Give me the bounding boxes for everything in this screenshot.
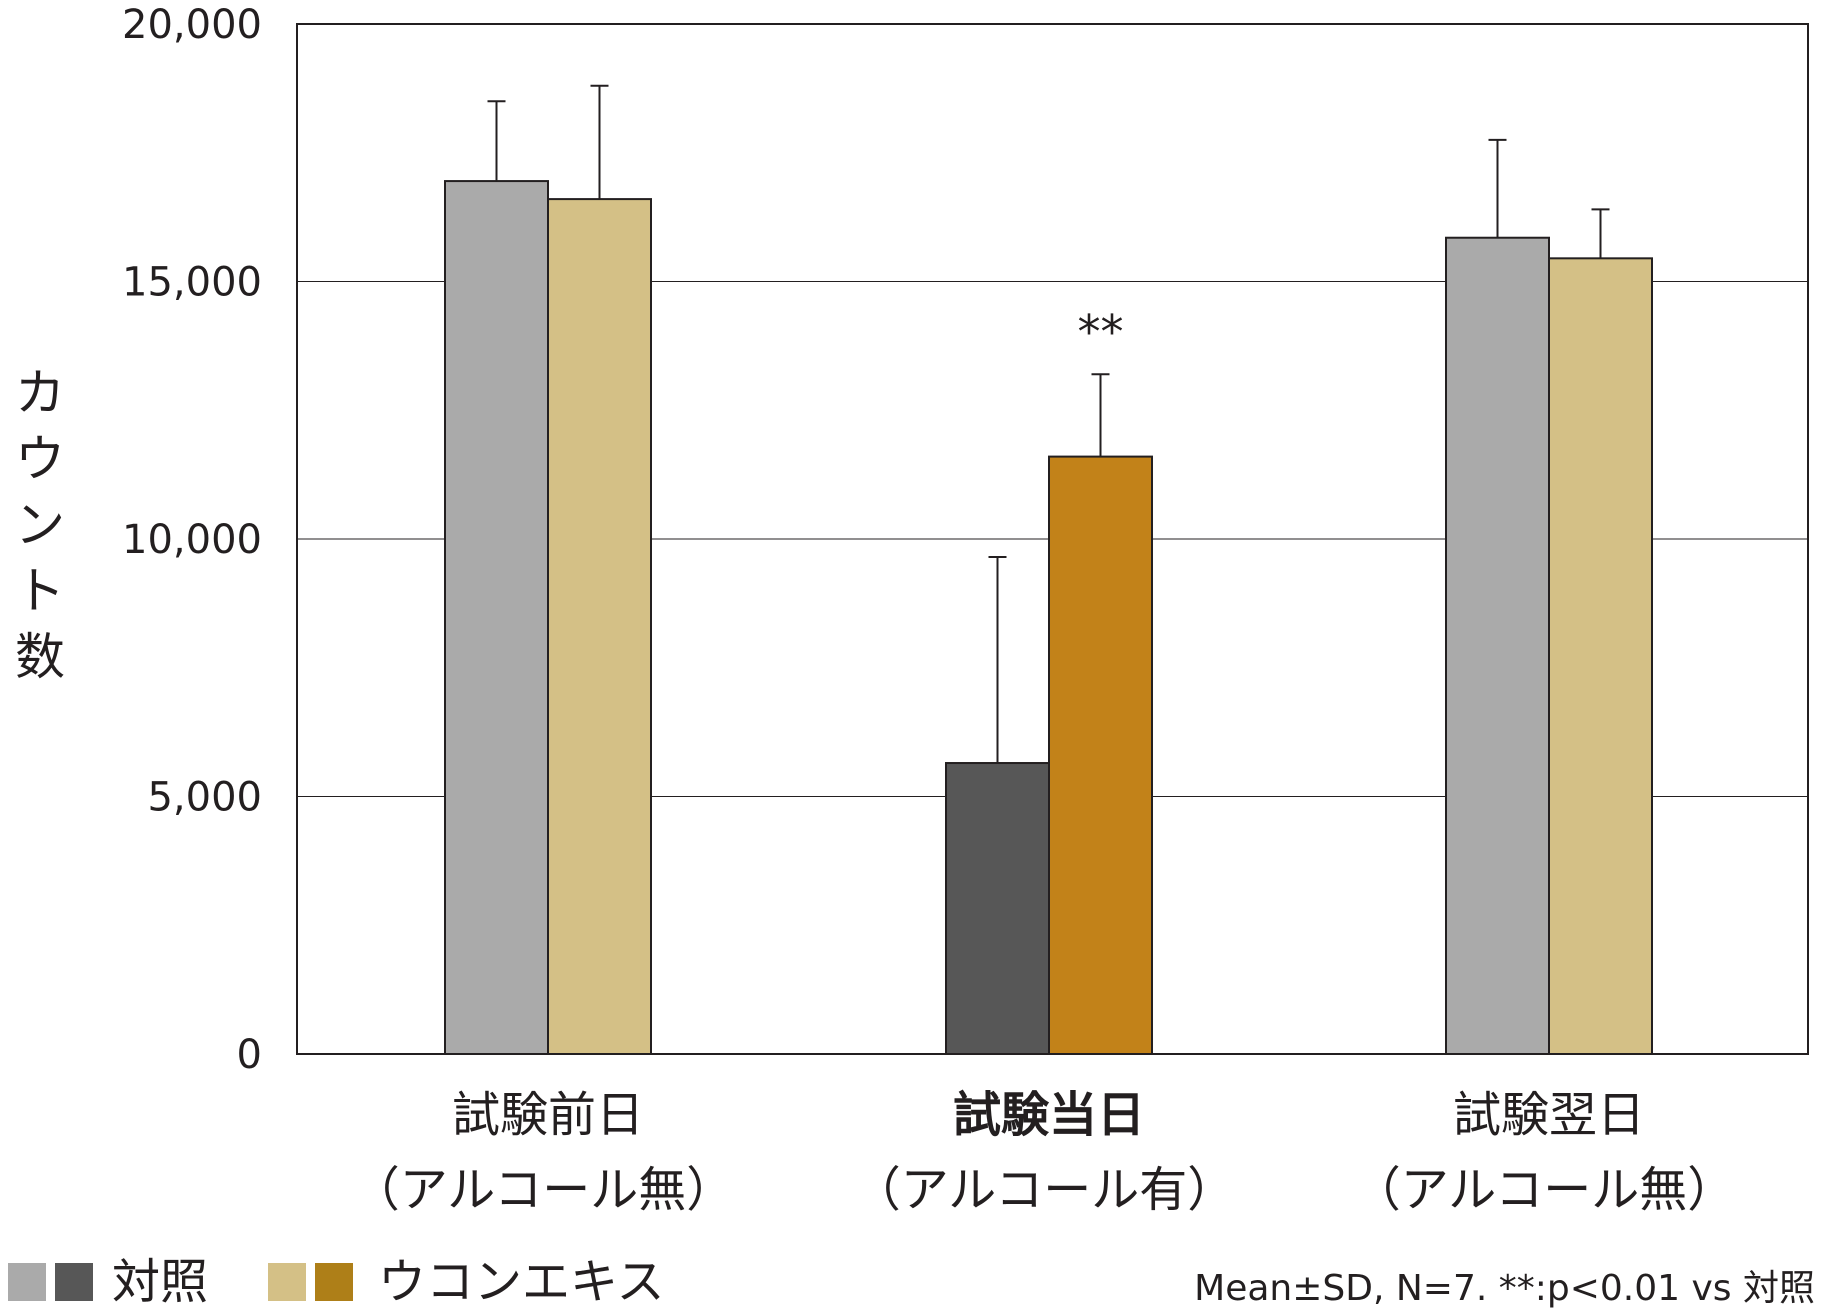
y-axis-ticks: 0 5,000 10,000 15,000 20,000 [122, 2, 262, 1078]
bar [444, 180, 549, 1055]
category-label: 試験前日 [452, 1087, 644, 1143]
legend-swatch [8, 1263, 46, 1301]
y-axis-label-char: カ [15, 364, 65, 422]
stats-note: Mean±SD, N=7. **:p<0.01 vs 対照 [1194, 1268, 1815, 1309]
bars [444, 180, 1653, 1056]
bar [1048, 455, 1153, 1056]
legend-swatch [55, 1263, 93, 1301]
y-axis-label-char: ウ [15, 430, 65, 488]
y-axis-label-char: ト [15, 562, 65, 620]
y-tick-label: 20,000 [122, 2, 262, 48]
y-axis-label-char: 数 [15, 628, 65, 686]
x-axis-categories: 試験前日 （アルコール無） 試験当日 （アルコール有） 試験翌日 （アルコール無） [352, 1087, 1736, 1218]
plot-frame [296, 23, 1809, 1055]
y-axis-label-char: ン [15, 496, 65, 554]
category-label: 試験翌日 [1453, 1087, 1645, 1143]
legend-label: ウコンエキス [378, 1254, 665, 1310]
bar [1548, 257, 1653, 1055]
y-tick-label: 15,000 [122, 260, 262, 306]
y-tick-label: 0 [237, 1032, 262, 1078]
annotations: ** [1078, 305, 1124, 359]
bar [547, 198, 652, 1056]
legend-swatch [268, 1263, 306, 1301]
bar [945, 762, 1050, 1056]
legend: 対照 ウコンエキス [8, 1254, 665, 1310]
category-sublabel: （アルコール有） [853, 1162, 1236, 1218]
legend-label: 対照 [112, 1254, 208, 1310]
y-tick-label: 10,000 [122, 517, 262, 563]
y-tick-label: 5,000 [147, 775, 262, 821]
bar [1445, 236, 1550, 1056]
category-sublabel: （アルコール無） [1353, 1162, 1736, 1218]
category-sublabel: （アルコール無） [352, 1162, 735, 1218]
legend-swatch [315, 1263, 353, 1301]
significance-mark: ** [1078, 305, 1124, 359]
error-bars [487, 84, 1610, 764]
category-label: 試験当日 [953, 1087, 1145, 1143]
